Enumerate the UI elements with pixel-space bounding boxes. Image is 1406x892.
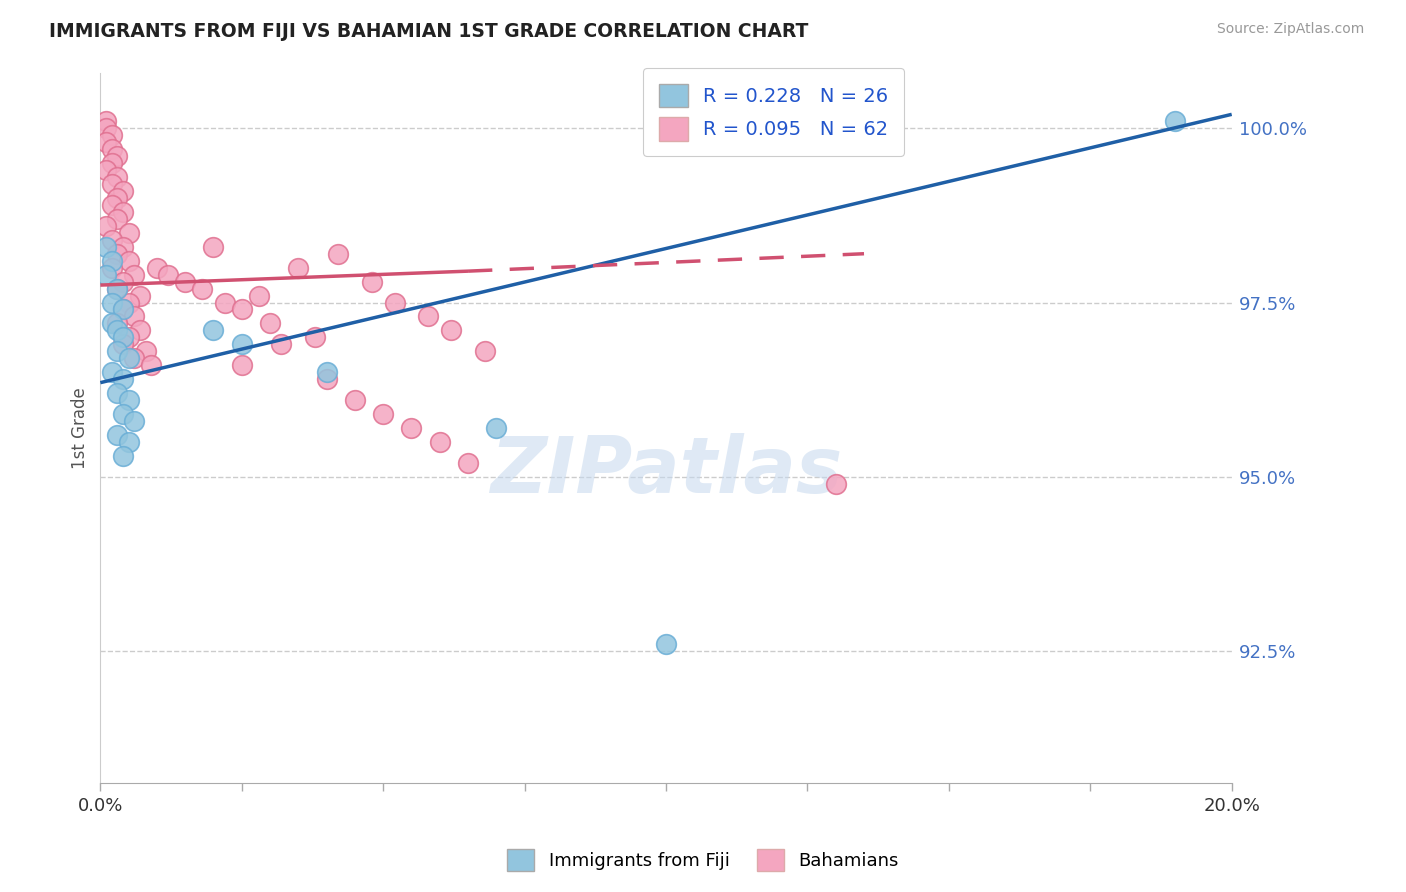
Point: [105, 246, 128, 260]
Point: [94, 135, 117, 149]
Point: [105, 282, 128, 296]
Point: [111, 372, 134, 386]
Point: [429, 434, 451, 449]
Point: [105, 386, 128, 401]
Point: [100, 128, 122, 143]
Point: [111, 407, 134, 421]
Point: [401, 421, 423, 435]
Point: [100, 233, 122, 247]
Point: [129, 288, 152, 302]
Point: [202, 323, 225, 337]
Point: [100, 156, 122, 170]
Point: [247, 288, 270, 302]
Point: [117, 330, 139, 344]
Point: [124, 351, 146, 366]
Point: [111, 275, 134, 289]
Text: IMMIGRANTS FROM FIJI VS BAHAMIAN 1ST GRADE CORRELATION CHART: IMMIGRANTS FROM FIJI VS BAHAMIAN 1ST GRA…: [49, 22, 808, 41]
Point: [105, 317, 128, 331]
Point: [111, 302, 134, 317]
Point: [105, 211, 128, 226]
Point: [94, 114, 117, 128]
Point: [117, 393, 139, 408]
Point: [111, 330, 134, 344]
Point: [1164, 114, 1187, 128]
Point: [259, 317, 281, 331]
Legend: Immigrants from Fiji, Bahamians: Immigrants from Fiji, Bahamians: [501, 842, 905, 879]
Point: [474, 344, 496, 359]
Point: [373, 407, 395, 421]
Point: [124, 268, 146, 282]
Point: [94, 240, 117, 254]
Point: [270, 337, 292, 351]
Point: [231, 337, 253, 351]
Point: [105, 149, 128, 163]
Point: [485, 421, 508, 435]
Point: [457, 456, 479, 470]
Point: [105, 170, 128, 185]
Point: [111, 302, 134, 317]
Text: Source: ZipAtlas.com: Source: ZipAtlas.com: [1216, 22, 1364, 37]
Point: [100, 295, 122, 310]
Point: [100, 177, 122, 191]
Point: [100, 365, 122, 379]
Point: [418, 310, 440, 324]
Point: [343, 393, 366, 408]
Point: [117, 295, 139, 310]
Point: [105, 282, 128, 296]
Point: [105, 191, 128, 205]
Point: [94, 163, 117, 178]
Point: [111, 449, 134, 463]
Point: [124, 414, 146, 428]
Point: [440, 323, 463, 337]
Text: ZIPatlas: ZIPatlas: [489, 433, 842, 508]
Y-axis label: 1st Grade: 1st Grade: [72, 387, 89, 469]
Point: [202, 240, 225, 254]
Point: [655, 637, 678, 651]
Point: [111, 337, 134, 351]
Point: [100, 198, 122, 212]
Point: [326, 246, 349, 260]
Point: [141, 358, 163, 372]
Point: [111, 205, 134, 219]
Point: [135, 344, 157, 359]
Point: [105, 323, 128, 337]
Point: [146, 260, 169, 275]
Point: [94, 121, 117, 136]
Point: [315, 372, 337, 386]
Point: [100, 317, 122, 331]
Point: [100, 142, 122, 156]
Point: [105, 344, 128, 359]
Point: [129, 323, 152, 337]
Legend: R = 0.228   N = 26, R = 0.095   N = 62: R = 0.228 N = 26, R = 0.095 N = 62: [643, 68, 904, 156]
Point: [94, 219, 117, 233]
Point: [124, 310, 146, 324]
Point: [231, 302, 253, 317]
Point: [117, 434, 139, 449]
Point: [231, 358, 253, 372]
Point: [214, 295, 236, 310]
Point: [157, 268, 180, 282]
Point: [117, 253, 139, 268]
Point: [287, 260, 309, 275]
Point: [304, 330, 326, 344]
Point: [824, 476, 846, 491]
Point: [174, 275, 197, 289]
Point: [315, 365, 337, 379]
Point: [94, 268, 117, 282]
Point: [105, 428, 128, 442]
Point: [100, 260, 122, 275]
Point: [117, 226, 139, 240]
Point: [111, 240, 134, 254]
Point: [360, 275, 382, 289]
Point: [117, 351, 139, 366]
Point: [100, 253, 122, 268]
Point: [191, 282, 214, 296]
Point: [111, 184, 134, 198]
Point: [384, 295, 406, 310]
